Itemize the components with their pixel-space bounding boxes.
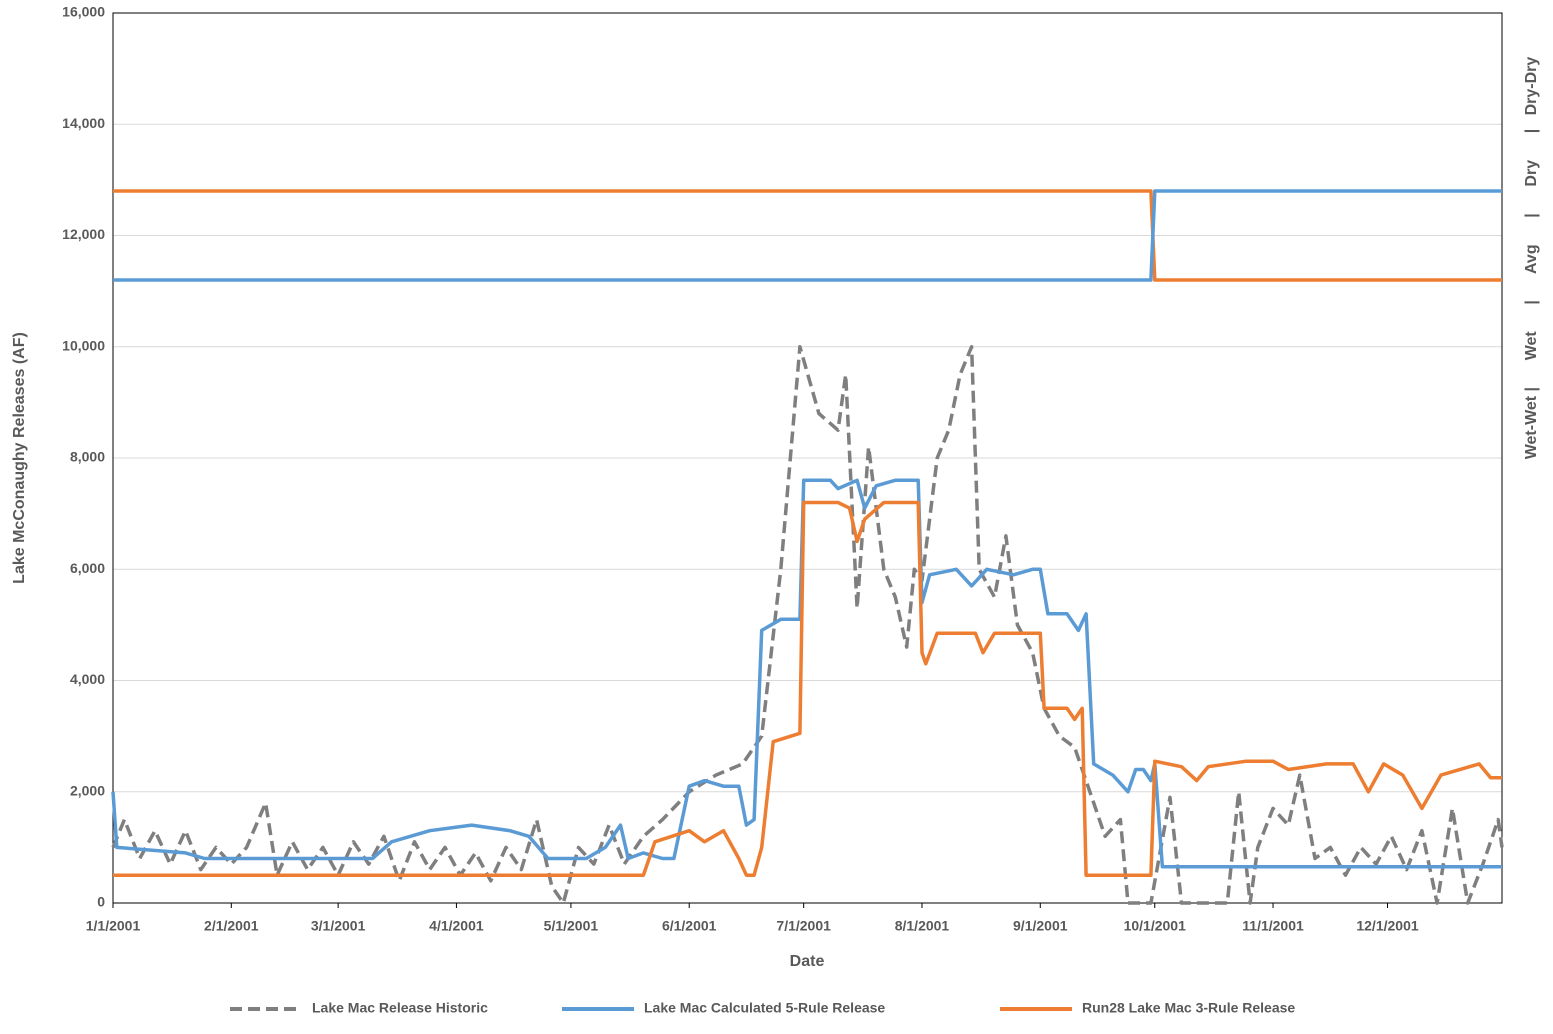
y-axis-label: Lake McConaughy Releases (AF) <box>11 332 28 584</box>
x-tick-label: 4/1/2001 <box>429 918 484 934</box>
x-tick-label: 5/1/2001 <box>544 918 599 934</box>
y-tick-label: 12,000 <box>62 226 105 242</box>
legend-label: Run28 Lake Mac 3-Rule Release <box>1082 1000 1295 1016</box>
y-tick-label: 6,000 <box>70 560 105 576</box>
y-tick-label: 4,000 <box>70 671 105 687</box>
x-axis-label: Date <box>790 953 825 970</box>
x-tick-label: 7/1/2001 <box>776 918 831 934</box>
y-tick-label: 14,000 <box>62 115 105 131</box>
x-tick-label: 1/1/2001 <box>86 918 141 934</box>
y-tick-label: 16,000 <box>62 4 105 20</box>
y-tick-label: 10,000 <box>62 337 105 353</box>
y-tick-label: 2,000 <box>70 782 105 798</box>
x-tick-label: 10/1/2001 <box>1124 918 1186 934</box>
x-tick-label: 8/1/2001 <box>895 918 950 934</box>
y-tick-label: 0 <box>97 894 105 910</box>
x-tick-label: 6/1/2001 <box>662 918 717 934</box>
legend-label: Lake Mac Calculated 5-Rule Release <box>644 1000 885 1016</box>
data-line <box>113 500 1502 877</box>
y-tick-label: 8,000 <box>70 449 105 465</box>
data-line <box>111 478 1502 869</box>
data-line <box>111 345 1504 905</box>
x-tick-label: 11/1/2001 <box>1242 918 1304 934</box>
year-type-line <box>113 189 1502 282</box>
legend-label: Lake Mac Release Historic <box>312 1000 488 1016</box>
x-tick-label: 3/1/2001 <box>311 918 366 934</box>
x-tick-label: 2/1/2001 <box>204 918 259 934</box>
x-tick-label: 9/1/2001 <box>1013 918 1068 934</box>
y2-axis-label: Wet-Wet | Wet | Avg | Dry | Dry-Dry <box>1523 57 1540 460</box>
x-tick-label: 12/1/2001 <box>1356 918 1418 934</box>
plot-frame <box>112 12 1503 904</box>
